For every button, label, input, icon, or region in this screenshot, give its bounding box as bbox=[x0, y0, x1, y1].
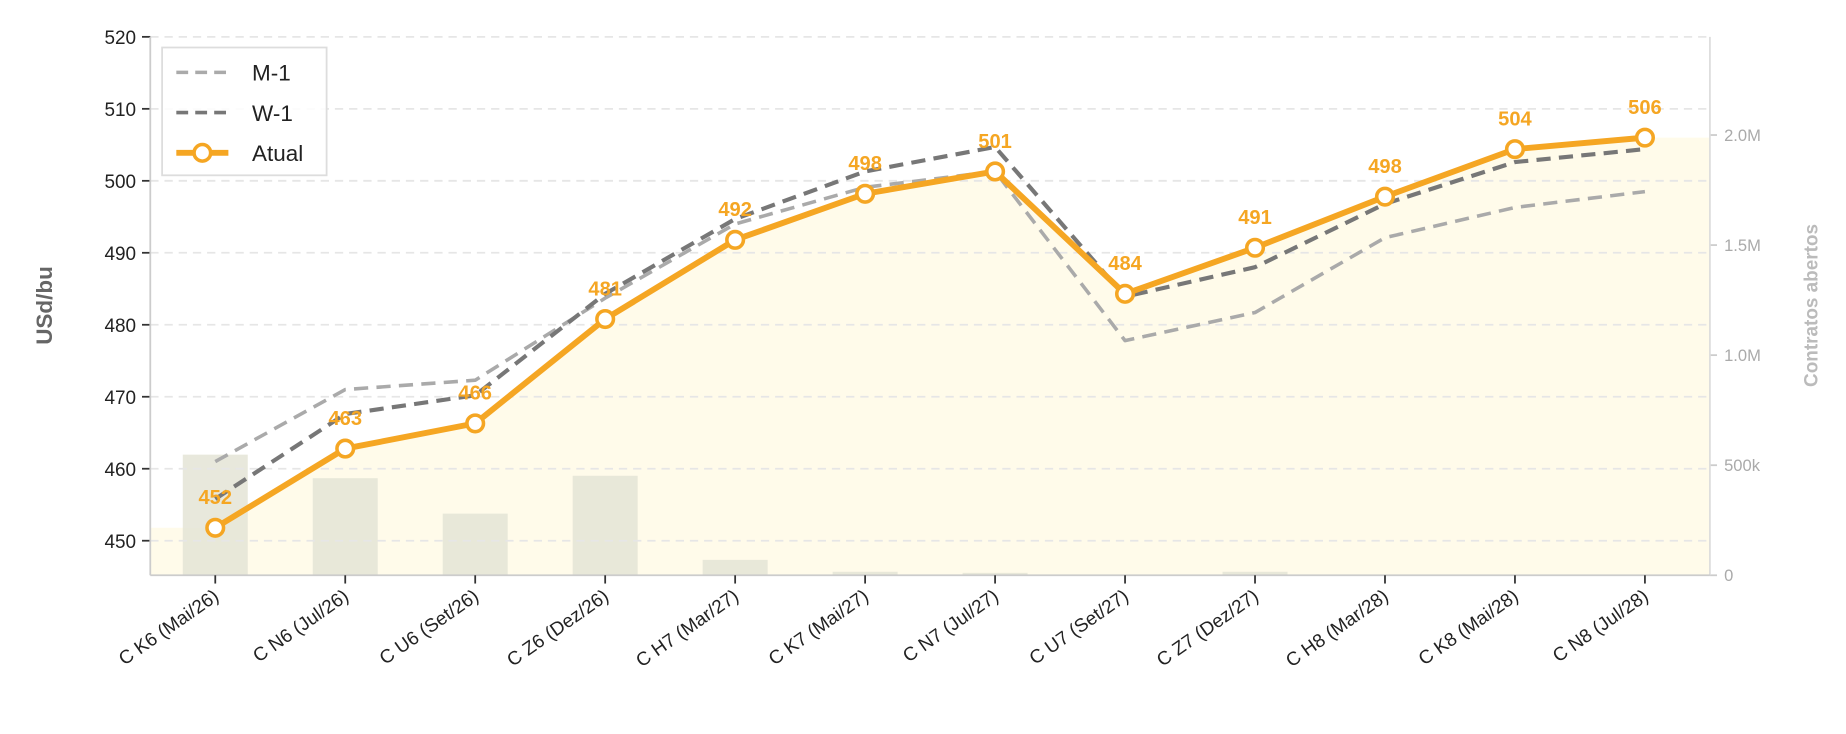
legend-label: Atual bbox=[252, 141, 303, 166]
x-tick-label: C K8 (Mai/28) bbox=[1415, 586, 1523, 670]
y-tick-label: 470 bbox=[105, 388, 137, 409]
x-tick-label: C N8 (Jul/28) bbox=[1549, 586, 1652, 667]
y-tick-label: 480 bbox=[105, 316, 137, 337]
y-axis-label: USd/bu bbox=[32, 266, 57, 345]
y-tick-label: 520 bbox=[105, 28, 137, 49]
point bbox=[595, 308, 616, 330]
line bbox=[214, 169, 1646, 464]
x-tick-label: C N6 (Jul/26) bbox=[249, 586, 352, 667]
y-tick-label: 500 bbox=[105, 172, 137, 193]
y-tick-label: 460 bbox=[105, 460, 137, 481]
bar bbox=[1222, 571, 1288, 576]
legend-label: W-1 bbox=[252, 101, 293, 126]
x-tick-label: C N7 (Jul/27) bbox=[899, 586, 1002, 667]
y2-tick-label: 500k bbox=[1724, 456, 1761, 475]
y-tick-label: 490 bbox=[105, 244, 137, 265]
point bbox=[985, 161, 1006, 182]
y2-tick-label: 2.0M bbox=[1724, 126, 1761, 145]
bar bbox=[962, 572, 1028, 576]
value-label: 498 bbox=[848, 153, 882, 175]
point bbox=[1114, 283, 1136, 304]
value-label: 452 bbox=[198, 487, 232, 509]
y2-axis-label: Contratos abertos bbox=[1802, 224, 1823, 387]
y2-tick-label: 1.5M bbox=[1724, 236, 1761, 255]
value-label: 498 bbox=[1368, 156, 1402, 178]
y-tick-label: 450 bbox=[105, 532, 137, 553]
legend-label: M-1 bbox=[252, 61, 291, 86]
point bbox=[1374, 186, 1396, 207]
legend-marker bbox=[192, 142, 213, 163]
bar bbox=[702, 559, 768, 576]
value-label: 506 bbox=[1628, 97, 1662, 119]
point bbox=[205, 517, 226, 538]
value-label: 492 bbox=[718, 199, 752, 221]
value-label: 491 bbox=[1238, 207, 1272, 229]
y-tick-label: 510 bbox=[105, 100, 137, 121]
x-tick-label: C H7 (Mar/27) bbox=[633, 586, 743, 672]
x-tick-label: C Z6 (Dez/26) bbox=[503, 586, 612, 671]
y2-tick-label: 1.0M bbox=[1724, 346, 1761, 365]
value-label: 504 bbox=[1498, 108, 1532, 130]
y2-tick-label: 0 bbox=[1724, 566, 1733, 585]
point bbox=[725, 229, 746, 250]
point bbox=[335, 438, 356, 459]
x-tick-label: C K6 (Mai/26) bbox=[115, 586, 223, 670]
value-label: 481 bbox=[588, 278, 622, 300]
x-tick-label: C Z7 (Dez/27) bbox=[1153, 586, 1262, 671]
x-tick-label: C U6 (Set/26) bbox=[376, 586, 483, 670]
bar bbox=[312, 478, 378, 576]
x-tick-label: C H8 (Mar/28) bbox=[1282, 586, 1392, 672]
x-tick-label: C U7 (Set/27) bbox=[1026, 586, 1133, 670]
x-tick-label: C K7 (Mai/27) bbox=[765, 586, 873, 670]
value-label: 484 bbox=[1108, 253, 1142, 275]
point bbox=[1504, 139, 1526, 160]
point bbox=[855, 183, 876, 204]
value-label: 466 bbox=[458, 383, 492, 405]
value-label: 501 bbox=[978, 131, 1012, 153]
point bbox=[465, 413, 486, 434]
value-label: 463 bbox=[328, 408, 362, 430]
point bbox=[1634, 127, 1655, 148]
bar bbox=[572, 475, 638, 576]
point bbox=[1244, 237, 1266, 258]
bar bbox=[832, 571, 898, 576]
area bbox=[150, 137, 1710, 576]
line bbox=[213, 134, 1646, 531]
bar bbox=[442, 513, 508, 576]
